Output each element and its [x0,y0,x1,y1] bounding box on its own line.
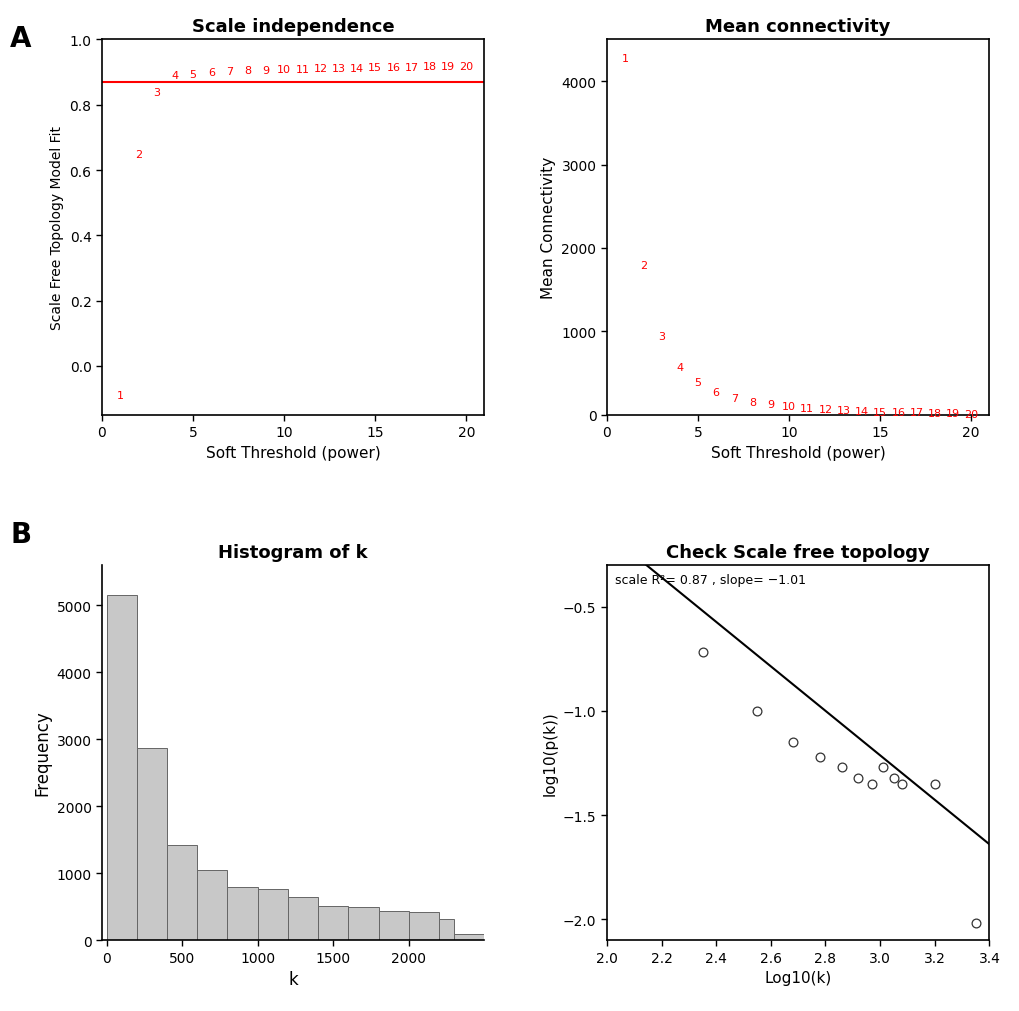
Text: 18: 18 [927,408,941,419]
Text: 16: 16 [891,407,905,418]
Bar [106,595,137,940]
Point [784,734,800,750]
Point [967,916,983,932]
Text: 4: 4 [676,363,683,373]
X-axis label: k: k [288,971,298,988]
Point [874,759,891,775]
Text: 11: 11 [800,403,813,413]
Text: 14: 14 [854,406,868,417]
Text: 13: 13 [836,405,850,416]
Bar [258,890,287,940]
Text: 6: 6 [208,68,215,78]
Y-axis label: log10(p(k)): log10(p(k)) [542,711,556,795]
Text: 17: 17 [909,408,922,418]
Text: 15: 15 [368,63,382,73]
Text: 10: 10 [277,65,290,75]
Text: 3: 3 [657,332,664,341]
Point [833,759,849,775]
Point [849,769,865,786]
Text: B: B [10,521,32,549]
Text: 15: 15 [872,407,887,418]
Bar [439,919,453,940]
Text: 1: 1 [621,54,628,64]
Bar [227,888,258,940]
Title: Scale independence: Scale independence [192,18,394,36]
X-axis label: Log10(k): Log10(k) [764,971,830,985]
Text: 16: 16 [386,63,400,73]
Text: 8: 8 [244,66,251,76]
Y-axis label: Frequency: Frequency [33,710,51,796]
Point [925,775,942,792]
Text: 2: 2 [639,261,646,270]
Point [748,703,764,719]
Text: 11: 11 [296,65,309,75]
Bar [318,906,348,940]
Text: 2: 2 [135,150,142,160]
Text: 9: 9 [766,400,773,409]
Text: 19: 19 [945,408,959,419]
Point [811,749,827,765]
Text: 12: 12 [817,404,832,415]
Text: 5: 5 [190,70,197,80]
Text: 13: 13 [331,64,345,74]
Text: scale R²= 0.87 , slope= −1.01: scale R²= 0.87 , slope= −1.01 [614,573,805,586]
Text: 10: 10 [782,402,795,412]
Bar [348,907,378,940]
Text: 4: 4 [171,72,178,81]
Title: Check Scale free topology: Check Scale free topology [665,543,929,561]
Y-axis label: Scale Free Topology Model Fit: Scale Free Topology Model Fit [50,126,64,330]
Text: 20: 20 [963,409,977,420]
Text: 17: 17 [405,63,418,73]
Bar [453,934,484,940]
Point [893,775,909,792]
Bar [137,749,167,940]
Bar [287,898,318,940]
Bar [167,845,197,940]
Bar [409,912,439,940]
Point [863,775,879,792]
Text: 3: 3 [153,88,160,98]
Text: 1: 1 [116,391,123,400]
Text: 14: 14 [350,64,364,74]
Point [611,551,628,567]
Bar [378,911,409,940]
Text: 7: 7 [731,393,737,403]
Text: 20: 20 [459,62,473,72]
Text: 12: 12 [313,64,327,74]
Text: 6: 6 [712,387,719,397]
Point [884,769,901,786]
Title: Mean connectivity: Mean connectivity [705,18,890,36]
Text: 5: 5 [694,378,701,388]
Title: Histogram of k: Histogram of k [218,543,368,561]
Y-axis label: Mean Connectivity: Mean Connectivity [540,157,555,299]
Point [694,645,710,661]
Text: 8: 8 [748,397,755,407]
Bar [197,870,227,940]
Text: 18: 18 [423,63,436,72]
Text: 7: 7 [226,67,232,77]
Text: 9: 9 [262,66,269,76]
Text: 19: 19 [440,62,454,72]
Text: A: A [10,25,32,54]
X-axis label: Soft Threshold (power): Soft Threshold (power) [206,445,380,460]
X-axis label: Soft Threshold (power): Soft Threshold (power) [710,445,884,460]
